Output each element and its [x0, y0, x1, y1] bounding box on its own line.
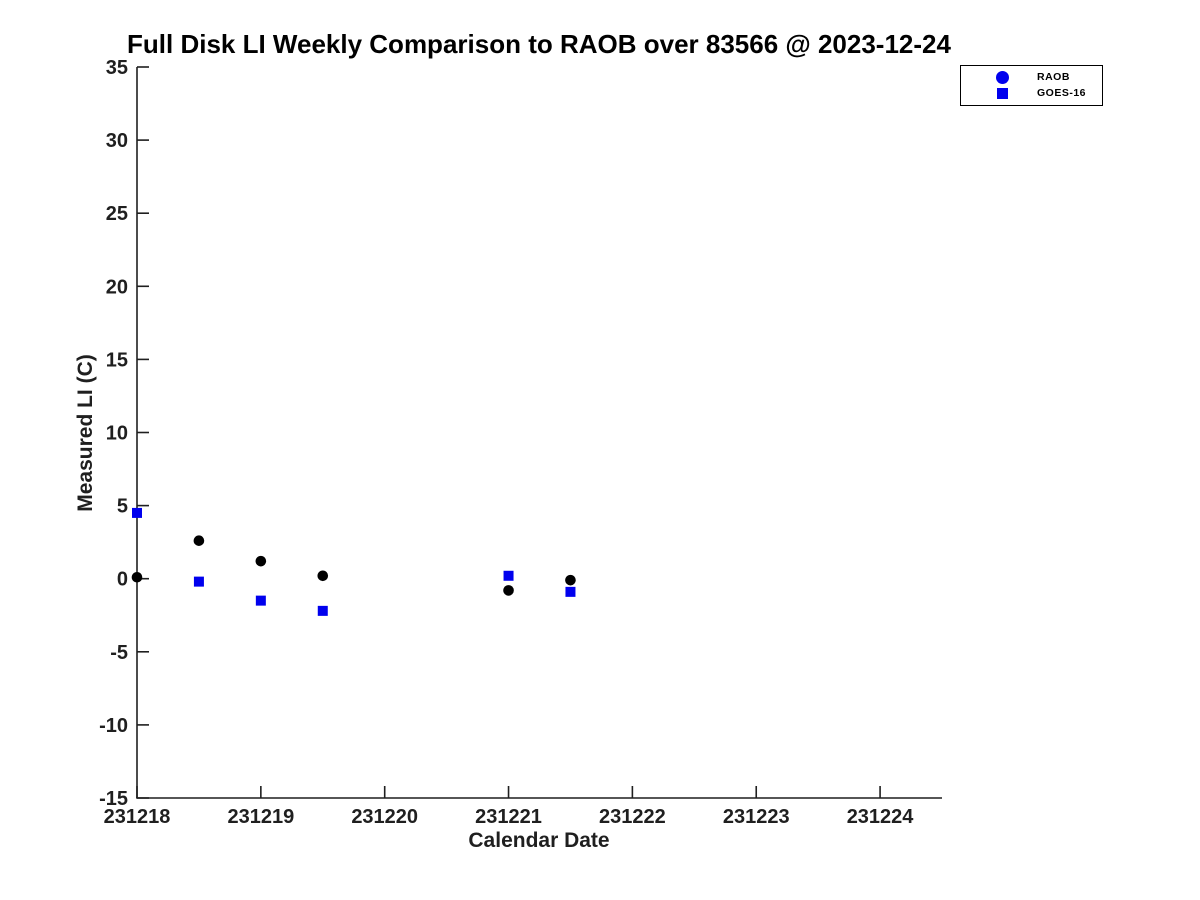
y-tick-label: 35: [106, 57, 128, 79]
x-tick-label: 231223: [723, 806, 790, 828]
data-point-goes-16: [255, 595, 266, 606]
legend-label-raob: RAOB: [1037, 71, 1070, 83]
y-tick-label: -10: [99, 715, 128, 737]
x-tick-label: 231219: [227, 806, 294, 828]
x-tick-label: 231221: [475, 806, 542, 828]
data-point-raob: [317, 570, 329, 582]
y-tick-label: -5: [110, 642, 128, 664]
data-point-goes-16: [193, 576, 204, 587]
x-tick-label: 231224: [847, 806, 915, 828]
legend-item-raob: RAOB: [961, 69, 1102, 85]
y-tick-label: 0: [117, 569, 128, 591]
data-point-raob: [565, 574, 576, 586]
data-point-raob: [193, 535, 205, 546]
data-point-raob: [255, 555, 267, 567]
data-point-raob: [131, 571, 143, 583]
legend-item-goes16: GOES-16: [961, 85, 1102, 101]
goes16-square-marker-icon: [996, 87, 1008, 99]
y-tick-label: 25: [106, 203, 128, 225]
y-tick-label: 15: [106, 349, 128, 371]
y-tick-label: -15: [99, 788, 128, 810]
legend: RAOB GOES-16: [960, 65, 1103, 106]
x-tick-label: 231222: [599, 806, 666, 828]
x-tick-label: 231218: [104, 806, 171, 828]
legend-label-goes16: GOES-16: [1037, 87, 1087, 99]
x-axis-label: Calendar Date: [468, 829, 610, 852]
chart-title: Full Disk LI Weekly Comparison to RAOB o…: [127, 29, 951, 59]
y-tick-label: 20: [106, 276, 128, 298]
data-point-goes-16: [503, 570, 514, 581]
raob-circle-marker-icon: [995, 70, 1009, 84]
y-tick-label: 30: [106, 130, 128, 152]
data-point-raob: [503, 585, 514, 596]
y-tick-label: 10: [106, 423, 128, 445]
x-tick-label: 231220: [351, 806, 418, 828]
data-point-goes-16: [565, 586, 576, 597]
y-axis-label: Measured LI (C): [74, 354, 97, 512]
data-point-goes-16: [132, 507, 142, 518]
y-tick-label: 5: [117, 496, 128, 518]
data-point-goes-16: [317, 605, 328, 616]
